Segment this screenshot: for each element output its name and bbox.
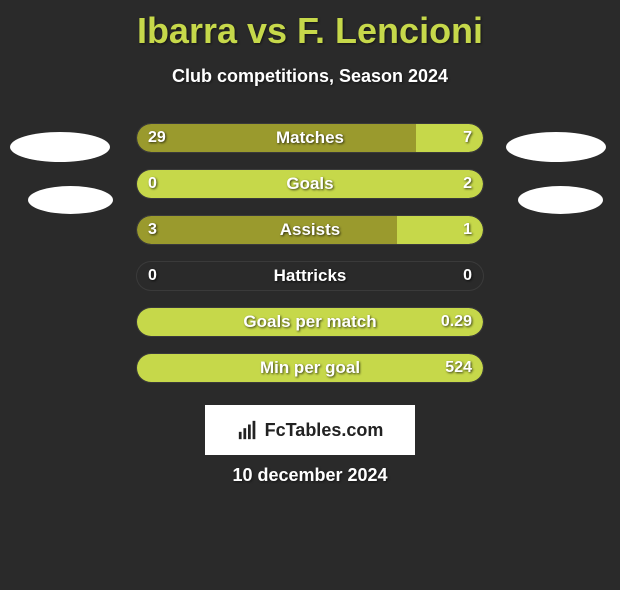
- bar-track: [136, 353, 484, 383]
- date-label: 10 december 2024: [0, 465, 620, 486]
- bar-right: [397, 216, 484, 244]
- decorative-ellipse: [518, 186, 603, 214]
- decorative-ellipse: [506, 132, 606, 162]
- bar-track: [136, 215, 484, 245]
- decorative-ellipse: [10, 132, 110, 162]
- comparison-chart: Matches297Goals02Assists31Hattricks00Goa…: [0, 123, 620, 383]
- decorative-ellipse: [28, 186, 113, 214]
- bar-track: [136, 169, 484, 199]
- bar-track: [136, 307, 484, 337]
- bar-right: [416, 124, 483, 152]
- stat-row: Min per goal524: [0, 353, 620, 383]
- bar-left: [137, 124, 416, 152]
- bar-right: [137, 308, 483, 336]
- stat-row: Hattricks00: [0, 261, 620, 291]
- stat-row: Goals per match0.29: [0, 307, 620, 337]
- bar-track: [136, 123, 484, 153]
- bar-track: [136, 261, 484, 291]
- brand-text: FcTables.com: [265, 420, 384, 441]
- bar-right: [137, 170, 483, 198]
- brand-badge: FcTables.com: [205, 405, 415, 455]
- brand-chart-icon: [237, 419, 259, 441]
- stat-row: Assists31: [0, 215, 620, 245]
- bar-right: [137, 354, 483, 382]
- page-title: Ibarra vs F. Lencioni: [0, 10, 620, 52]
- bar-left: [137, 216, 397, 244]
- page-subtitle: Club competitions, Season 2024: [0, 66, 620, 87]
